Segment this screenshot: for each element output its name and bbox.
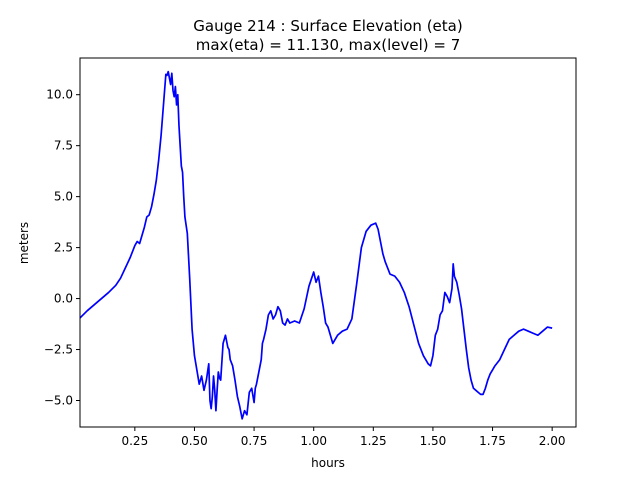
y-tick-label: 7.5 bbox=[54, 139, 73, 153]
y-tick-label: 10.0 bbox=[46, 88, 73, 102]
y-tick-label: 2.5 bbox=[54, 241, 73, 255]
chart-title: Gauge 214 : Surface Elevation (eta) bbox=[193, 17, 462, 35]
chart-subtitle: max(eta) = 11.130, max(level) = 7 bbox=[196, 36, 461, 54]
x-tick-label: 0.25 bbox=[121, 434, 148, 448]
y-tick-label: −2.5 bbox=[44, 343, 73, 357]
series-line-0 bbox=[79, 70, 553, 420]
plot-area: 0.25 0.50 0.75 1.00 1.25 1.50 1.75 2.00 −5.0 −2.5… bbox=[44, 57, 577, 448]
x-axis-label: hours bbox=[311, 456, 345, 470]
y-axis-label: meters bbox=[17, 222, 31, 264]
x-tick-label: 0.50 bbox=[181, 434, 208, 448]
x-tick-label: 1.50 bbox=[420, 434, 447, 448]
x-tick-label: 1.00 bbox=[300, 434, 327, 448]
x-tick-label: 2.00 bbox=[539, 434, 566, 448]
axes-frame bbox=[79, 57, 577, 428]
y-tick-label: −5.0 bbox=[44, 393, 73, 407]
y-tick-label: 5.0 bbox=[54, 190, 73, 204]
y-tick-label: 0.0 bbox=[54, 292, 73, 306]
x-tick-label: 0.75 bbox=[241, 434, 268, 448]
x-tick-label: 1.25 bbox=[360, 434, 387, 448]
x-tick-label: 1.75 bbox=[479, 434, 506, 448]
